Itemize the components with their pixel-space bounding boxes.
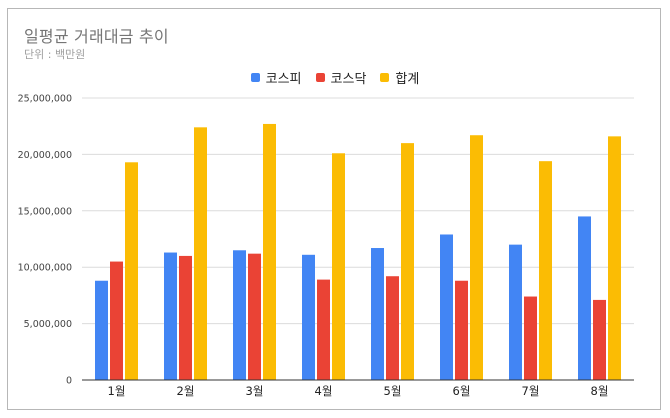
- x-category-label: 7월: [522, 384, 540, 398]
- bar-kosdaq: [248, 253, 261, 380]
- bar-kospi: [509, 244, 522, 380]
- bar-total: [470, 135, 483, 380]
- legend-label-kospi: 코스피: [265, 72, 302, 87]
- x-category-label: 5월: [384, 384, 402, 398]
- bar-kospi: [95, 280, 108, 380]
- x-category-label: 1월: [108, 384, 126, 398]
- bar-kospi: [371, 248, 384, 380]
- bar-total: [194, 127, 207, 380]
- bar-kospi: [578, 216, 591, 380]
- bar-total: [332, 153, 345, 380]
- y-tick-label: 5,000,000: [24, 319, 72, 330]
- bar-kosdaq: [524, 296, 537, 380]
- legend-label-total: 합계: [395, 72, 420, 87]
- bar-total: [539, 161, 552, 380]
- bar-total: [263, 123, 276, 380]
- bar-kospi: [233, 250, 246, 380]
- bar-kosdaq: [317, 279, 330, 380]
- legend-item-kospi[interactable]: 코스피: [250, 68, 302, 87]
- bar-kosdaq: [593, 299, 606, 380]
- y-tick-label: 10,000,000: [18, 263, 72, 274]
- legend-item-kosdaq[interactable]: 코스닥: [315, 68, 367, 87]
- legend-swatch-kosdaq: [315, 73, 325, 82]
- legend-swatch-kospi: [250, 73, 260, 82]
- chart-subtitle: 단위 : 백만원: [24, 48, 86, 61]
- bar-kosdaq: [179, 255, 192, 380]
- chart-title: 일평균 거래대금 추이: [24, 27, 169, 46]
- y-tick-label: 0: [66, 376, 72, 387]
- bar-kosdaq: [386, 276, 399, 380]
- bar-kospi: [302, 254, 315, 380]
- y-tick-label: 15,000,000: [18, 206, 72, 217]
- bar-total: [401, 143, 414, 380]
- y-tick-label: 20,000,000: [18, 150, 72, 161]
- legend-label-kosdaq: 코스닥: [330, 72, 367, 87]
- bar-kosdaq: [110, 261, 123, 380]
- y-tick-label: 25,000,000: [18, 94, 72, 105]
- x-category-label: 8월: [591, 384, 609, 398]
- x-category-label: 3월: [246, 384, 264, 398]
- chart-legend: 코스피 코스닥 합계: [0, 68, 670, 87]
- bar-total: [125, 162, 138, 380]
- bar-kosdaq: [455, 280, 468, 380]
- x-category-label: 4월: [315, 384, 333, 398]
- bar-kospi: [164, 252, 177, 380]
- bar-kospi: [440, 234, 453, 380]
- x-category-label: 2월: [177, 384, 195, 398]
- legend-item-total[interactable]: 합계: [380, 68, 419, 87]
- x-category-label: 6월: [453, 384, 471, 398]
- bar-total: [608, 136, 621, 380]
- legend-swatch-total: [380, 73, 390, 82]
